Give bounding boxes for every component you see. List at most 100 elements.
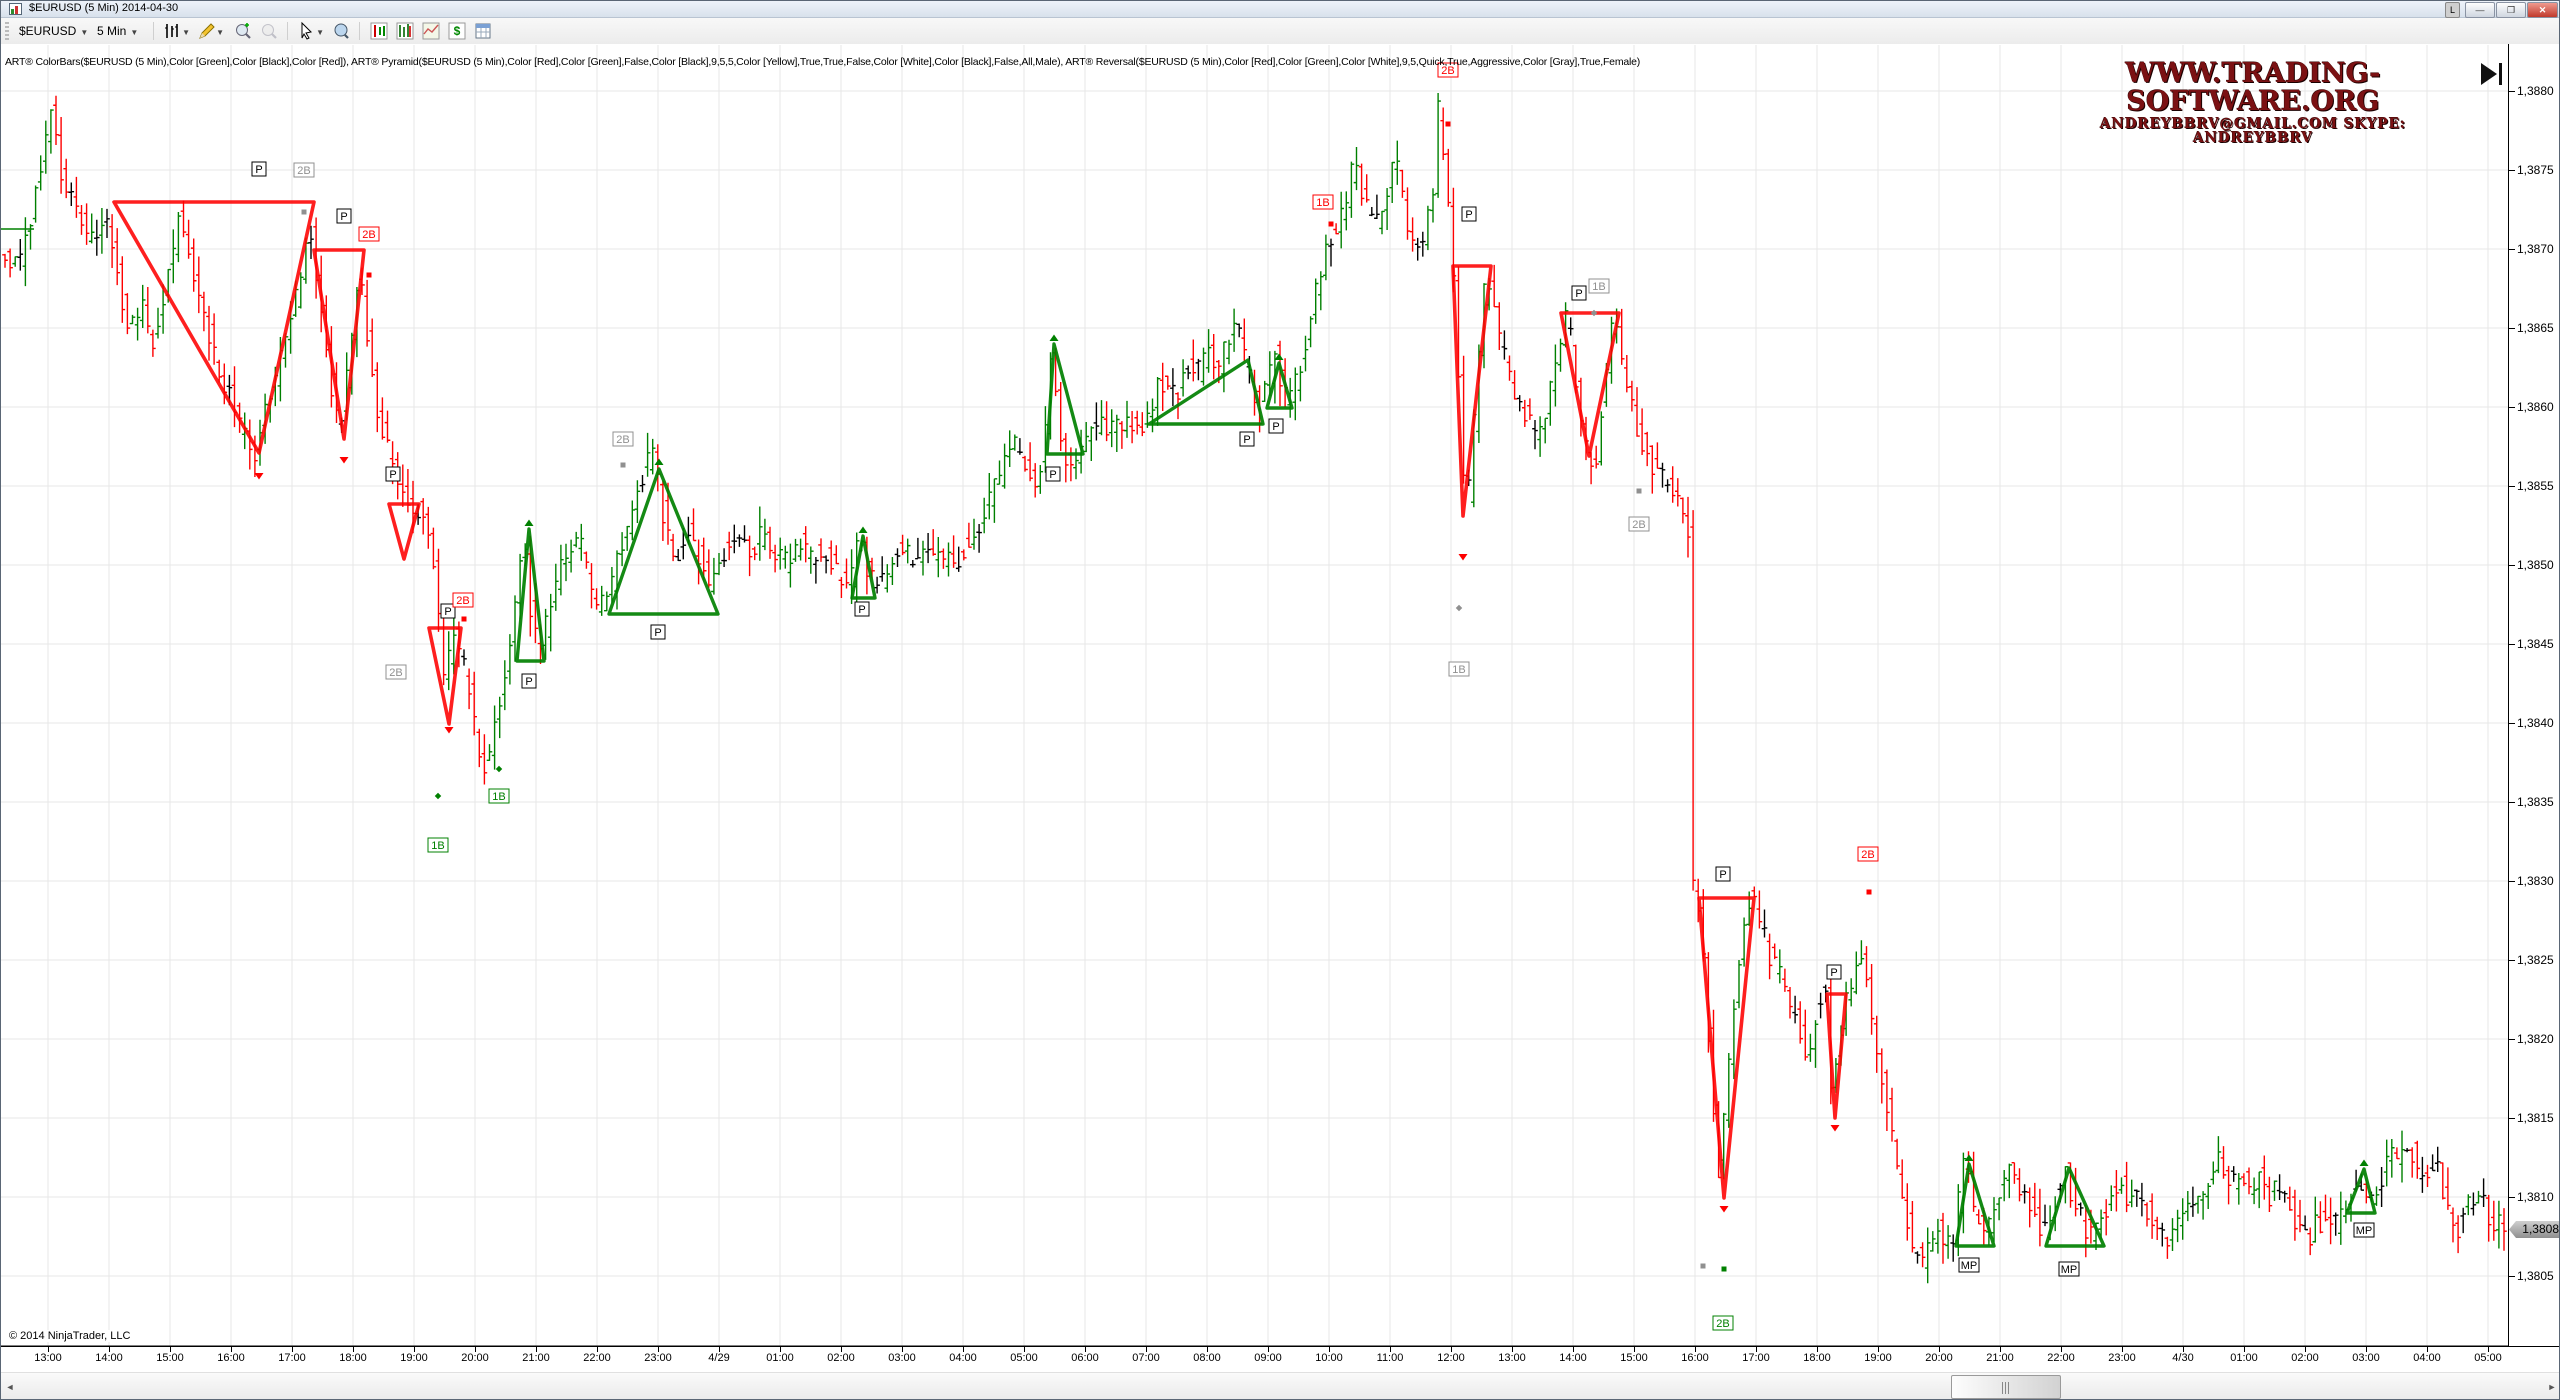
chart-area[interactable]: P 2B P 2B P 2B P 2B 1B 1B P 2B P P P P P 1B 2B P 1B P 1B 2B P P 2B… [1,44,2559,1371]
price-bar [170,229,177,284]
price-label: 1,3815 [2517,1111,2554,1125]
square-marker [461,616,467,622]
price-tick [2509,486,2515,487]
price-bar [1675,478,1681,507]
signal-label-text: 1B [1592,281,1605,293]
signal-label-box [1958,1257,1980,1273]
time-tick [658,1347,659,1352]
price-bar [935,536,942,578]
instrument-dropdown[interactable]: $EURUSD ▼ [19,24,89,38]
time-tick [2000,1347,2001,1352]
art-pyramid-up [2345,1167,2377,1215]
price-bar [777,537,783,570]
price-bar [762,518,768,551]
price-tick [2509,1276,2515,1277]
price-bar [471,671,477,736]
price-bar [2134,1189,2140,1207]
account-dollar-icon[interactable]: $ [447,21,467,41]
signal-label-box [336,208,352,224]
toolbar-grip[interactable] [5,22,9,40]
square-marker [301,209,307,215]
chart-bars-icon[interactable] [395,21,415,41]
price-bar [99,207,105,254]
time-tick [1634,1347,1635,1352]
signal-label-box [293,162,315,178]
signal-label-text: 2B [297,165,310,177]
price-tick [2509,249,2515,250]
price-bar [145,287,151,334]
price-bar [930,529,936,556]
price-bar [2174,1209,2181,1243]
scroll-right-arrow[interactable]: ► [2547,1382,2557,1392]
link-button[interactable]: L [2445,2,2460,18]
price-bar [1527,398,1533,420]
market-analyzer-icon[interactable] [369,21,389,41]
price-chart-canvas[interactable]: P 2B P 2B P 2B P 2B 1B 1B P 2B P P P P P 1B 2B P 1B P 1B 2B P P 2B… [1,44,2508,1346]
price-bar [1935,1218,1941,1254]
pointer-icon[interactable]: ▼ [297,21,324,41]
time-label: 20:00 [461,1352,489,1364]
time-tick [963,1347,964,1352]
zoom-out-icon[interactable] [259,21,279,41]
horizontal-scrollbar[interactable]: ◄ ► [1,1372,2559,1399]
price-bar [1374,194,1380,219]
chart-style-icon[interactable]: ▼ [163,21,190,41]
minimize-button[interactable]: — [2465,2,2495,18]
time-tick [1085,1347,1086,1352]
scroll-left-arrow[interactable]: ◄ [5,1382,15,1392]
price-bar [2118,1177,2125,1194]
chart-region-icon[interactable] [421,21,441,41]
price-bar [808,546,814,574]
price-bar [2037,1188,2043,1247]
restore-button[interactable]: ❐ [2496,2,2526,18]
price-bar [1930,1231,1936,1252]
price-bar [37,155,44,191]
price-bar [889,556,896,586]
price-bar [2297,1199,2303,1233]
price-bar [706,549,712,588]
price-bar [1063,432,1069,483]
price-bar [1654,442,1661,469]
time-label: 12:00 [1437,1352,1465,1364]
price-bar [1797,1001,1803,1044]
price-bar [160,284,166,334]
price-bar [1618,308,1625,365]
price-bar [2302,1215,2308,1231]
price-bar [2205,1183,2211,1209]
price-label: 1,3880 [2517,84,2554,98]
square-marker [620,462,626,468]
time-label: 16:00 [217,1352,245,1364]
time-tick [902,1347,903,1352]
time-label: 01:00 [2230,1352,2258,1364]
draw-pencil-icon[interactable]: ▼ [197,21,224,41]
time-tick [1756,1347,1757,1352]
price-bar [1567,317,1574,336]
interval-dropdown[interactable]: 5 Min ▼ [97,24,139,38]
price-bar [63,158,69,199]
price-axis[interactable]: 1,3808 1,3880 1,3875 1,3870 1,3865 1,3860 1,3… [2508,44,2559,1346]
time-tick [1268,1347,1269,1352]
close-button[interactable]: ✕ [2527,2,2558,18]
zoom-in-icon[interactable] [233,21,253,41]
price-bar [12,256,18,267]
price-bar [1756,890,1763,929]
price-bar [1170,368,1176,407]
time-label: 10:00 [1315,1352,1343,1364]
price-bar [588,563,595,609]
title-bar[interactable]: $EURUSD (5 Min) 2014-04-30 L — ❐ ✕ [1,1,2559,18]
art-pyramid-up [607,467,720,616]
time-axis[interactable]: 13:00 14:00 15:00 16:00 17:00 18:00 19:00 20:00… [1,1346,2559,1369]
toolbar-separator [287,22,288,40]
signal-label-box [2058,1261,2080,1277]
data-magnifier-icon[interactable] [331,21,351,41]
go-to-end-icon[interactable] [2479,61,2505,87]
price-bar [644,432,651,477]
price-bar [2021,1184,2028,1204]
scrollbar-thumb[interactable] [1951,1375,2061,1399]
data-grid-icon[interactable] [473,21,493,41]
signal-label-box [385,664,407,680]
price-bar [1491,264,1497,308]
art-pyramid-down [1697,896,1756,1200]
time-tick [1878,1347,1879,1352]
price-bar [1297,365,1304,402]
